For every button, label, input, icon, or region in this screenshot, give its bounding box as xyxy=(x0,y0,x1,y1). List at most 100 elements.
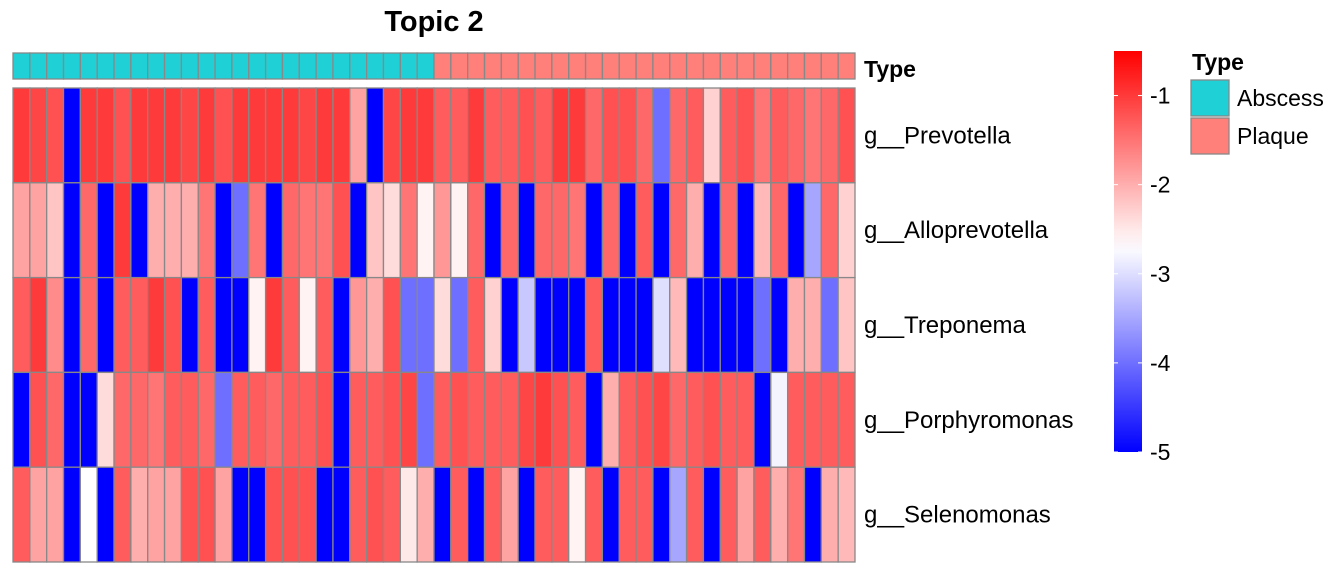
heatmap-cell xyxy=(163,87,183,184)
annotation-cell xyxy=(450,52,469,80)
annotation-cell xyxy=(652,52,671,80)
heatmap-cell xyxy=(399,276,418,374)
heatmap-cell xyxy=(584,87,604,184)
heatmap-cell xyxy=(113,276,132,374)
annotation-cell xyxy=(349,52,368,80)
heatmap-cell xyxy=(652,276,671,374)
annotation-cell xyxy=(197,52,216,80)
annotation-label: Type xyxy=(864,56,916,82)
heatmap-cell xyxy=(753,371,772,468)
heatmap-cell xyxy=(433,371,452,468)
heatmap-cell xyxy=(248,466,267,563)
heatmap-cell xyxy=(500,87,519,184)
annotation-cell xyxy=(79,52,98,80)
heatmap-cell xyxy=(298,276,317,374)
annotation-cell xyxy=(62,52,82,80)
heatmap-cell xyxy=(483,276,503,374)
annotation-cell xyxy=(46,52,65,80)
heatmap-cell xyxy=(837,87,856,184)
heatmap-cell xyxy=(601,371,620,468)
heatmap-cell xyxy=(382,182,401,279)
heatmap-cell xyxy=(702,276,721,374)
annotation-cell xyxy=(29,52,48,80)
heatmap-cell xyxy=(46,182,65,279)
legend-swatch xyxy=(1190,79,1230,117)
heatmap-cell xyxy=(96,466,115,563)
heatmap-cell xyxy=(264,371,284,468)
heatmap-cell xyxy=(163,371,183,468)
heatmap-cell xyxy=(635,466,654,563)
heatmap-cell xyxy=(669,87,688,184)
heatmap-cell xyxy=(197,371,216,468)
colorbar-tick-label: -1 xyxy=(1150,83,1170,109)
annotation-cell xyxy=(685,52,705,80)
annotation-cell xyxy=(568,52,587,80)
annotation-cell xyxy=(719,52,738,80)
heatmap-cell xyxy=(753,276,772,374)
row-label: g__Prevotella xyxy=(864,122,1011,149)
heatmap-cell xyxy=(534,371,553,468)
heatmap-cell xyxy=(29,87,48,184)
heatmap-cell xyxy=(702,182,721,279)
heatmap-cell xyxy=(820,466,839,563)
heatmap-cell xyxy=(500,371,519,468)
heatmap-cell xyxy=(281,466,300,563)
heatmap-cell xyxy=(248,182,267,279)
heatmap-cell xyxy=(180,182,199,279)
heatmap-cell xyxy=(147,276,166,374)
heatmap-cell xyxy=(365,466,385,563)
heatmap-cell xyxy=(79,466,98,563)
colorbar xyxy=(1114,51,1142,452)
heatmap-cell xyxy=(702,87,721,184)
heatmap-cell xyxy=(147,466,166,563)
heatmap-cell xyxy=(500,182,519,279)
heatmap-cell xyxy=(130,371,149,468)
heatmap-cell xyxy=(12,371,31,468)
annotation-cell xyxy=(382,52,401,80)
heatmap-cell xyxy=(601,466,620,563)
heatmap-cell xyxy=(332,276,351,374)
heatmap-cell xyxy=(130,182,149,279)
annotation-cell xyxy=(500,52,519,80)
heatmap-cell xyxy=(197,466,216,563)
heatmap-cell xyxy=(264,276,284,374)
heatmap-cell xyxy=(635,276,654,374)
heatmap-cell xyxy=(685,466,705,563)
heatmap-cell xyxy=(568,182,587,279)
heatmap-cell xyxy=(399,371,418,468)
annotation-cell xyxy=(332,52,351,80)
heatmap-cell xyxy=(467,182,486,279)
colorbar-tick-label: -3 xyxy=(1150,261,1170,287)
heatmap-cell xyxy=(618,276,637,374)
row-label: g__Selenomonas xyxy=(864,502,1051,529)
heatmap-cell xyxy=(618,466,637,563)
heatmap-cell xyxy=(315,182,334,279)
heatmap-cell xyxy=(382,87,401,184)
heatmap-cells xyxy=(12,87,856,563)
heatmap-cell xyxy=(147,182,166,279)
heatmap-cell xyxy=(517,276,536,374)
annotation-cell xyxy=(163,52,183,80)
heatmap-cell xyxy=(517,87,536,184)
heatmap-cell xyxy=(332,371,351,468)
heatmap-cell xyxy=(298,182,317,279)
heatmap-cell xyxy=(770,87,789,184)
type-legend: Type Abscess Plaque xyxy=(1190,49,1324,155)
heatmap-cell xyxy=(753,182,772,279)
heatmap-cell xyxy=(96,182,115,279)
annotation-cell xyxy=(618,52,637,80)
heatmap-cell xyxy=(365,371,385,468)
heatmap-cell xyxy=(551,276,570,374)
heatmap-cell xyxy=(803,276,822,374)
heatmap-cell xyxy=(365,276,385,374)
heatmap-cell xyxy=(820,87,839,184)
heatmap-cell xyxy=(214,182,233,279)
heatmap-cell xyxy=(551,87,570,184)
heatmap-cell xyxy=(534,87,553,184)
heatmap-cell xyxy=(467,466,486,563)
heatmap-cell xyxy=(467,371,486,468)
heatmap-cell xyxy=(264,182,284,279)
heatmap-cell xyxy=(803,87,822,184)
heatmap-cell xyxy=(29,466,48,563)
annotation-cell xyxy=(298,52,317,80)
